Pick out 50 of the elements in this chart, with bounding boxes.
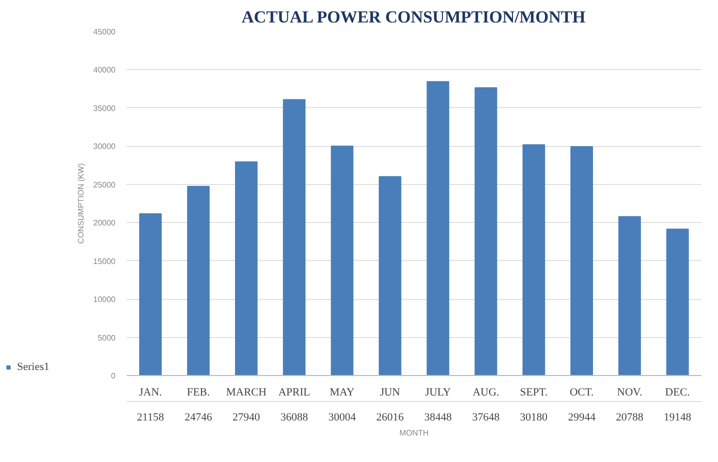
y-tick-label: 25000 bbox=[93, 180, 116, 190]
y-tick-label: 40000 bbox=[93, 66, 116, 75]
x-tick-label: MAY bbox=[330, 386, 355, 398]
x-tick-label: SEPT. bbox=[520, 386, 548, 398]
y-tick-label: 10000 bbox=[93, 295, 116, 304]
bar bbox=[570, 146, 593, 376]
bar bbox=[282, 99, 306, 376]
x-tick-label: APRIL bbox=[278, 386, 310, 398]
bar bbox=[618, 216, 641, 376]
x-tick-label: FEB. bbox=[186, 386, 210, 398]
bar bbox=[235, 161, 258, 376]
bar bbox=[522, 144, 546, 376]
data-label: 38448 bbox=[424, 412, 452, 424]
bar bbox=[330, 146, 354, 376]
y-tick-label: 35000 bbox=[93, 104, 116, 113]
data-label: 37648 bbox=[472, 412, 500, 424]
y-tick-label: 15000 bbox=[93, 256, 116, 266]
bar bbox=[474, 87, 498, 376]
data-label: 29944 bbox=[568, 412, 596, 424]
x-tick-label: NOV. bbox=[617, 386, 642, 398]
data-label: 24746 bbox=[184, 412, 213, 424]
x-tick-label: JAN. bbox=[139, 386, 162, 398]
data-label: 30004 bbox=[328, 412, 356, 424]
data-label: 20788 bbox=[616, 412, 644, 424]
y-axis-title: CONSUMPTION (KW) bbox=[76, 162, 86, 244]
x-tick-label: AUG. bbox=[472, 386, 500, 398]
bar bbox=[187, 186, 210, 376]
bar bbox=[426, 81, 450, 376]
legend-label: Series1 bbox=[17, 361, 50, 373]
data-label: 27940 bbox=[232, 412, 261, 424]
y-tick-label: 5000 bbox=[98, 333, 116, 342]
y-tick-label: 45000 bbox=[93, 28, 116, 36]
y-tick-label: 0 bbox=[111, 372, 116, 380]
x-tick-label: OCT. bbox=[570, 386, 594, 398]
bar bbox=[666, 228, 689, 376]
data-label: 26016 bbox=[376, 412, 404, 424]
x-axis-title: MONTH bbox=[399, 428, 429, 438]
x-tick-label: JULY bbox=[425, 386, 451, 398]
y-tick-label: 20000 bbox=[93, 218, 116, 228]
data-label: 30180 bbox=[520, 412, 548, 424]
data-label: 21158 bbox=[136, 412, 165, 424]
data-label: 19148 bbox=[664, 412, 692, 424]
x-tick-label: MARCH bbox=[226, 386, 267, 398]
y-tick-label: 30000 bbox=[93, 142, 116, 152]
chart-title: ACTUAL POWER CONSUMPTION/MONTH bbox=[242, 8, 586, 26]
bar bbox=[378, 176, 402, 376]
x-tick-label: JUN bbox=[380, 386, 400, 398]
bar bbox=[139, 213, 162, 376]
data-label: 36088 bbox=[280, 412, 308, 424]
x-tick-label: DEC. bbox=[665, 386, 690, 398]
